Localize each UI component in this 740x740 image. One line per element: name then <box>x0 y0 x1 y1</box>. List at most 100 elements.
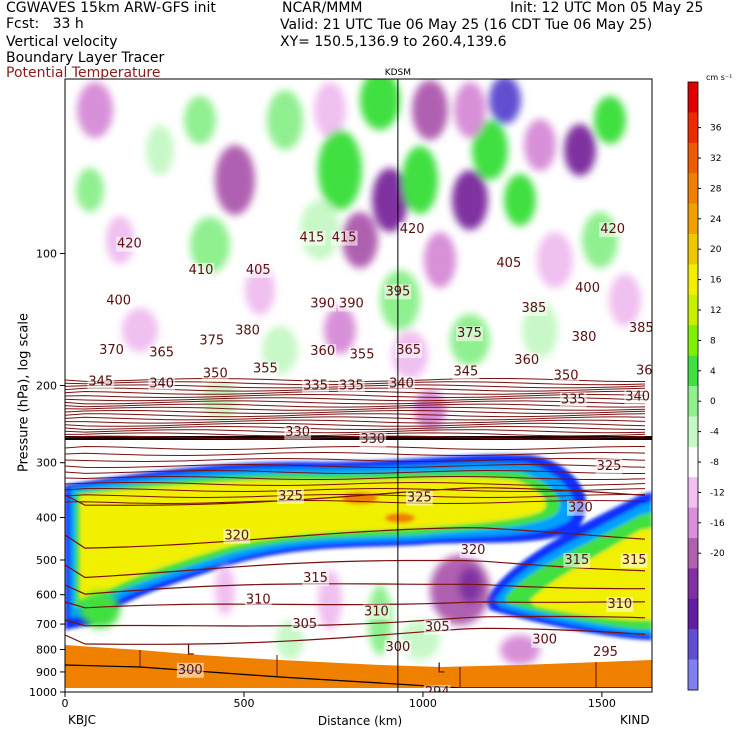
theta-label: 325 <box>278 489 303 504</box>
theta-label: 330 <box>360 432 385 447</box>
theta-label: 335 <box>561 392 586 407</box>
colorbar-swatch <box>688 142 698 174</box>
colorbar-swatch <box>688 659 698 691</box>
theta-label-bg <box>624 389 652 405</box>
theta-label: 320 <box>461 543 486 558</box>
theta-contour-line <box>65 451 646 457</box>
theta-label-bg <box>309 344 337 360</box>
colorbar-label: 8 <box>710 336 716 346</box>
colorbar-swatch <box>688 173 698 204</box>
colorbar-swatch <box>688 568 698 600</box>
theta-contour-line <box>65 422 646 427</box>
colorbar: 36 32 28 24 20 16 12 8 4 0 -4 -8 -12 -16 -20 <box>687 81 725 691</box>
theta-contour-line <box>65 435 646 440</box>
theta-label-bg <box>627 321 652 337</box>
theta-label: 315 <box>622 553 647 568</box>
colorbar-swatch <box>688 112 698 144</box>
left-station-label: KBJC <box>68 713 96 727</box>
marker-station-label: KDSM <box>385 68 411 78</box>
low-label: L <box>437 662 445 677</box>
theta-label-bg <box>277 488 304 504</box>
title-left-2: Fcst: 33 h <box>6 16 84 32</box>
theta-label: 365 <box>149 345 174 360</box>
x-tick-label: 1000 <box>409 697 437 710</box>
theta-contour-line <box>65 393 646 399</box>
theta-contour-line <box>65 400 646 405</box>
colorbar-label: 4 <box>710 367 716 377</box>
theta-label: 405 <box>246 263 271 278</box>
colorbar-swatch <box>688 294 698 326</box>
colorbar-label: -16 <box>710 519 725 529</box>
theta-contour-line <box>65 527 646 549</box>
colorbar-unit: cm s⁻¹ <box>706 73 732 82</box>
theta-label-bg <box>552 368 580 384</box>
theta-label-bg <box>187 262 215 278</box>
theta-contour-line <box>65 559 646 579</box>
theta-label: 400 <box>106 294 131 309</box>
theta-label-bg <box>362 604 390 620</box>
theta-label-bg <box>559 392 587 408</box>
y-tick-label: 600 <box>36 589 57 602</box>
colorbar-label: 24 <box>710 215 722 225</box>
colorbar-swatch <box>688 82 698 113</box>
theta-label-bg <box>459 543 487 559</box>
theta-label: 420 <box>117 237 142 252</box>
theta-label-bg <box>284 424 312 440</box>
y-tick-label: 200 <box>36 380 57 393</box>
theta-contour-line <box>65 445 646 451</box>
theta-label-bg <box>330 230 358 246</box>
colorbar-label: 32 <box>710 154 721 164</box>
theta-label-bg <box>620 552 648 568</box>
theta-label-bg <box>223 528 251 544</box>
theta-label-bg <box>87 374 115 390</box>
theta-contour-line <box>65 406 646 411</box>
theta-label-bg <box>198 333 226 349</box>
colorbar-swatch <box>688 598 698 630</box>
theta-contour-line <box>65 416 646 421</box>
theta-label: 420 <box>400 222 425 237</box>
theta-label-bg <box>606 597 634 613</box>
theta-label: 355 <box>350 348 375 363</box>
theta-label-bg <box>234 323 261 339</box>
theta-label: 345 <box>453 365 478 380</box>
theta-label-bg <box>423 619 451 635</box>
colorbar-label: -20 <box>710 549 725 559</box>
y-tick-label: 300 <box>36 457 57 470</box>
theta-label: 305 <box>292 617 317 632</box>
y-tick-label: 800 <box>36 644 57 657</box>
theta-label-bg <box>495 255 523 271</box>
theta-label: 335 <box>339 379 364 394</box>
colorbar-swatch <box>688 386 698 417</box>
theta-label: 325 <box>407 490 432 505</box>
theta-label-bg <box>456 326 483 342</box>
theta-contour-line <box>65 413 646 418</box>
theta-label: 420 <box>600 222 625 237</box>
theta-label-bg <box>635 363 652 379</box>
theta-label: 375 <box>457 326 482 341</box>
colorbar-swatch <box>688 325 698 356</box>
y-tick-label: 900 <box>36 666 57 679</box>
theta-label: 310 <box>246 592 271 607</box>
theta-label-bg <box>595 458 623 474</box>
colorbar-label: -8 <box>710 458 719 468</box>
y-tick-label: 100 <box>36 247 57 260</box>
theta-label: 350 <box>203 367 228 382</box>
x-tick-label: 1500 <box>588 697 616 710</box>
theta-label: 340 <box>389 377 414 392</box>
theta-label-bg <box>252 361 279 377</box>
theta-label-bg <box>520 300 548 316</box>
colorbar-label: 20 <box>710 245 722 255</box>
theta-label: 385 <box>629 321 654 336</box>
wave-field <box>76 79 641 430</box>
y-tick-label: 700 <box>36 618 57 631</box>
title-xy: XY= 150.5,136.9 to 260.4,139.6 <box>280 34 507 50</box>
theta-label-bg <box>148 376 176 392</box>
theta-label: 325 <box>597 459 622 474</box>
theta-label: 340 <box>149 377 174 392</box>
colorbar-swatch <box>688 416 698 448</box>
theta-label: 390 <box>339 296 364 311</box>
theta-label-bg <box>452 364 480 380</box>
theta-label: 330 <box>285 425 310 440</box>
theta-label-bg <box>291 617 319 633</box>
